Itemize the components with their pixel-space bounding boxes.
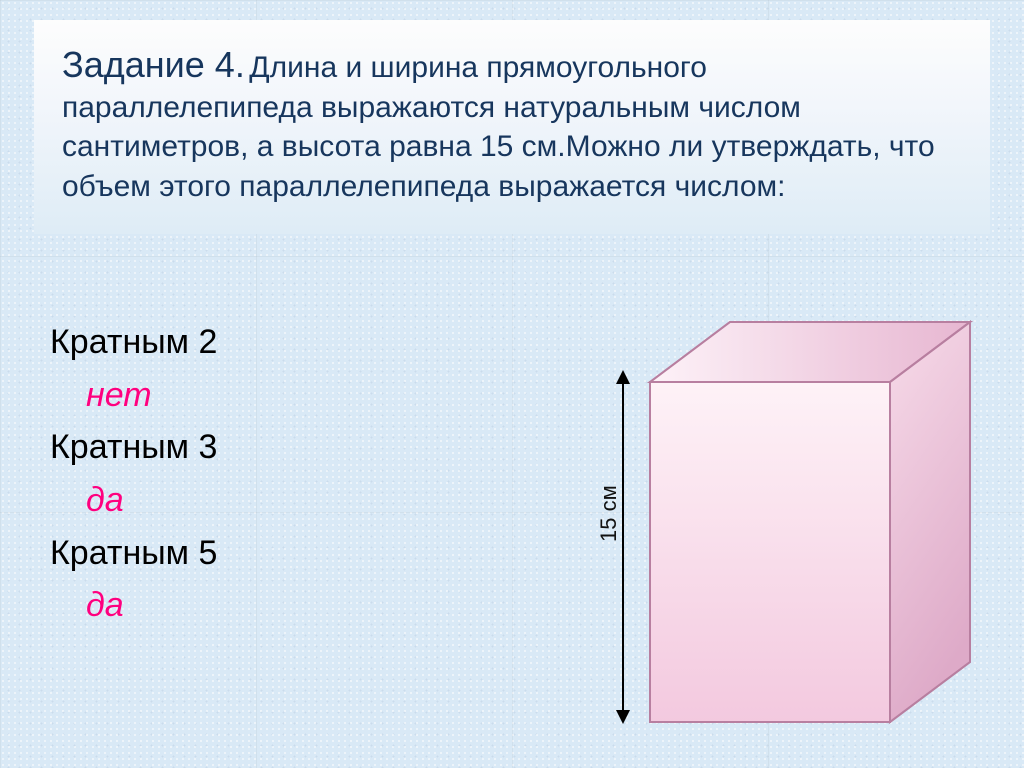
answers-block: Кратным 2 нет Кратным 3 да Кратным 5 да (50, 316, 217, 632)
answer-question: Кратным 5 (50, 527, 217, 580)
answer-question: Кратным 2 (50, 316, 217, 369)
task-card: Задание 4. Длина и ширина прямоугольного… (34, 20, 990, 234)
answer-value: да (86, 579, 217, 632)
answer-value: да (86, 474, 217, 527)
height-arrow-line (622, 380, 624, 712)
cuboid-figure: 15 см (560, 302, 990, 742)
cuboid-side-face (890, 322, 970, 722)
answer-question: Кратным 3 (50, 421, 217, 474)
height-arrow-head-down (616, 710, 630, 724)
cuboid-svg (560, 302, 990, 742)
cuboid-front-face (650, 382, 890, 722)
height-label: 15 см (596, 485, 622, 542)
task-title: Задание 4. (62, 44, 245, 85)
answer-value: нет (86, 369, 217, 422)
height-arrow-head-up (616, 370, 630, 384)
